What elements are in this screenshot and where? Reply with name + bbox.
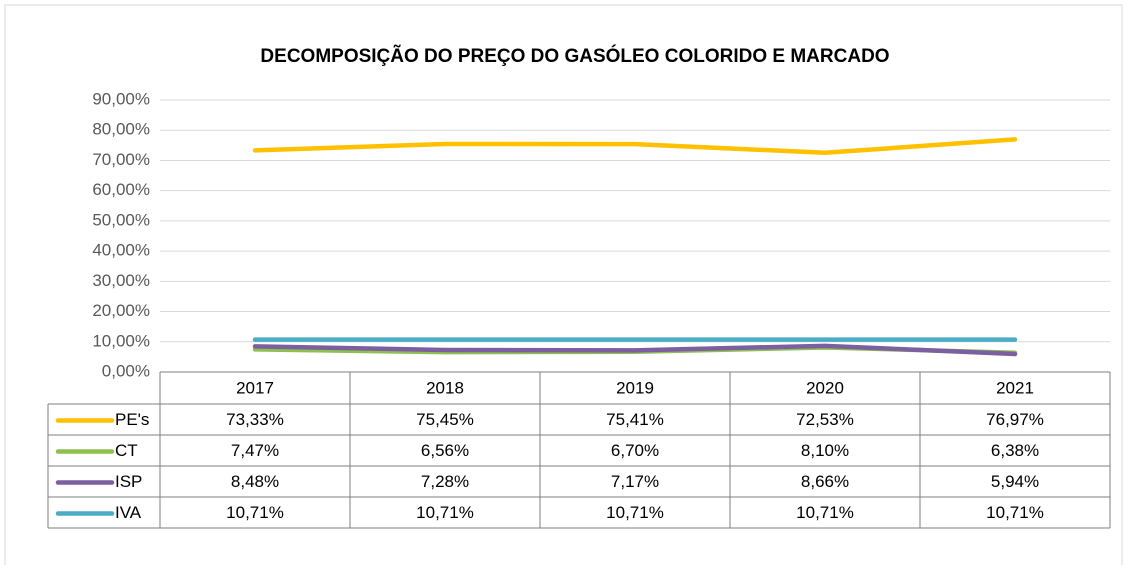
y-tick-label: 10,00% [92, 331, 150, 350]
data-table-value: 5,94% [991, 472, 1039, 491]
data-table-value: 10,71% [606, 503, 664, 522]
data-table-value: 6,70% [611, 441, 659, 460]
legend-label: IVA [115, 503, 142, 522]
y-tick-label: 70,00% [92, 150, 150, 169]
series-line [252, 343, 1018, 357]
data-table-value: 8,66% [801, 472, 849, 491]
data-table-value: 72,53% [796, 410, 854, 429]
data-table-value: 7,17% [611, 472, 659, 491]
legend-label: PE's [115, 410, 149, 429]
data-table-value: 8,48% [231, 472, 279, 491]
x-tick-label: 2021 [996, 378, 1034, 397]
data-table-value: 10,71% [416, 503, 474, 522]
data-table-value: 10,71% [796, 503, 854, 522]
data-table-value: 10,71% [986, 503, 1044, 522]
x-tick-label: 2018 [426, 378, 464, 397]
series-line [252, 137, 1018, 156]
data-table-value: 6,56% [421, 441, 469, 460]
data-table-value: 76,97% [986, 410, 1044, 429]
x-tick-label: 2019 [616, 378, 654, 397]
chart-border [4, 4, 1123, 570]
y-tick-label: 90,00% [92, 89, 150, 108]
chart-title: DECOMPOSIÇÃO DO PREÇO DO GASÓLEO COLORID… [260, 45, 889, 67]
x-tick-label: 2020 [806, 378, 844, 397]
data-table-value: 75,45% [416, 410, 474, 429]
data-table-value: 7,28% [421, 472, 469, 491]
y-tick-label: 30,00% [92, 271, 150, 290]
data-table-value: 6,38% [991, 441, 1039, 460]
data-table-value: 10,71% [226, 503, 284, 522]
y-tick-label: 60,00% [92, 180, 150, 199]
y-tick-label: 50,00% [92, 210, 150, 229]
legend-label: CT [115, 441, 138, 460]
y-tick-label: 0,00% [102, 361, 150, 380]
y-tick-label: 20,00% [92, 301, 150, 320]
data-table-value: 75,41% [606, 410, 664, 429]
data-table-value: 7,47% [231, 441, 279, 460]
data-table-value: 8,10% [801, 441, 849, 460]
y-tick-label: 40,00% [92, 241, 150, 260]
y-tick-label: 80,00% [92, 120, 150, 139]
legend-label: ISP [115, 472, 142, 491]
x-tick-label: 2017 [236, 378, 274, 397]
data-table-value: 73,33% [226, 410, 284, 429]
